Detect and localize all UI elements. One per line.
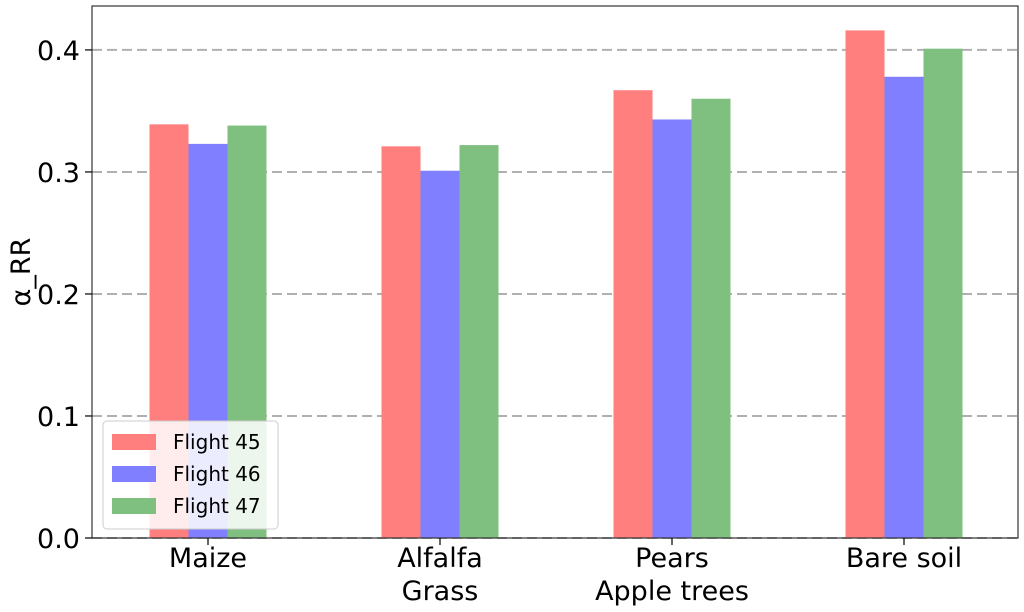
y-tick-label: 0.3 xyxy=(37,158,80,189)
legend-swatch xyxy=(112,466,156,482)
y-tick-label: 0.1 xyxy=(37,402,80,433)
bar xyxy=(381,146,421,538)
bar xyxy=(845,30,885,539)
y-axis: 0.0 0.1 0.2 0.3 0.4 xyxy=(37,36,92,555)
x-tick-label: Maize xyxy=(169,543,247,574)
bar xyxy=(691,98,731,538)
bar xyxy=(420,170,460,538)
y-tick-label: 0.4 xyxy=(37,36,80,67)
x-tick-label: Grass xyxy=(402,576,479,607)
legend-label: Flight 45 xyxy=(173,430,261,454)
bar xyxy=(613,90,653,538)
x-tick-label: Alfalfa xyxy=(397,543,483,574)
x-tick-label: Pears xyxy=(635,543,709,574)
legend-label: Flight 46 xyxy=(173,462,261,486)
bar xyxy=(459,145,499,538)
legend-swatch xyxy=(112,498,156,514)
bar xyxy=(884,76,924,539)
y-tick-label: 0.2 xyxy=(37,280,80,311)
x-tick-label: Apple trees xyxy=(595,576,749,607)
plot-frame xyxy=(91,5,1019,539)
x-tick-label: Bare soil xyxy=(846,543,962,574)
y-axis-label: α_RR xyxy=(6,238,37,307)
legend-label: Flight 47 xyxy=(173,494,261,518)
y-tick-label: 0.0 xyxy=(37,524,80,555)
bar xyxy=(652,119,692,539)
legend: Flight 45 Flight 46 Flight 47 xyxy=(102,420,279,530)
legend-swatch xyxy=(112,434,156,450)
bar xyxy=(923,48,963,538)
